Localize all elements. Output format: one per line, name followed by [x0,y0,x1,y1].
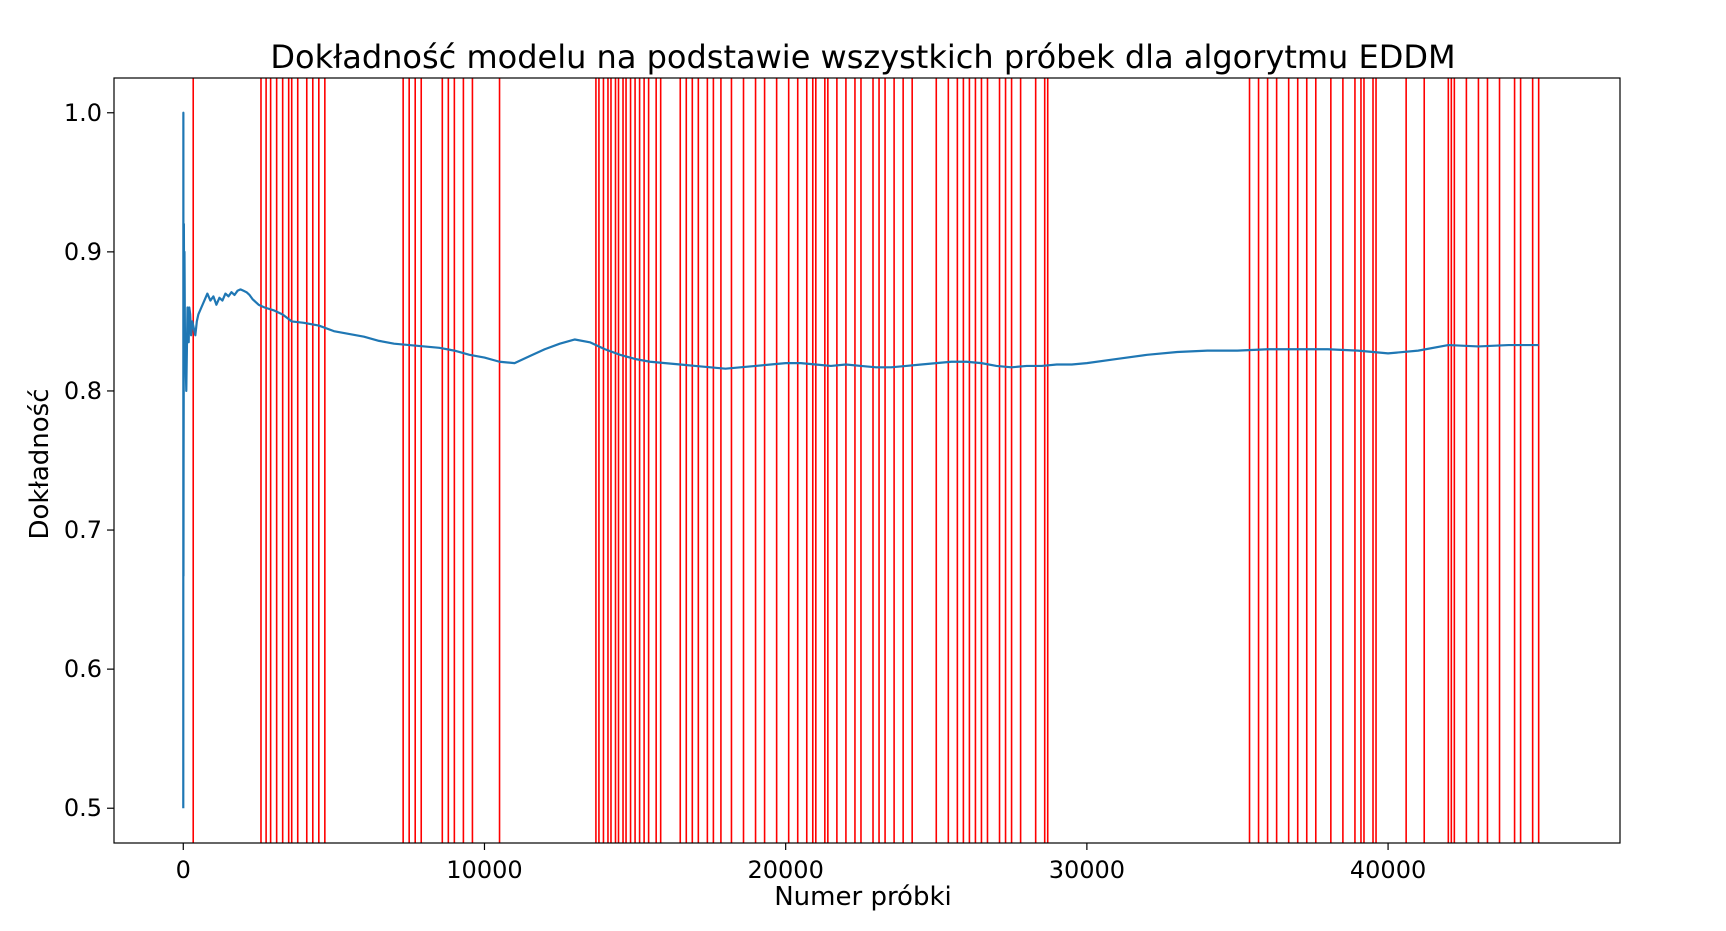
x-axis: 0 10000 20000 30000 40000 [176,843,1426,884]
y-tick-label: 0.9 [64,238,102,266]
x-tick-label: 40000 [1350,856,1426,884]
x-axis-label: Numer próbki [774,882,952,912]
y-tick-label: 0.8 [64,377,102,405]
y-tick-label: 0.5 [64,794,102,822]
accuracy-series-line [182,111,1539,809]
y-axis: 0.5 0.6 0.7 0.8 0.9 1.0 [64,99,114,822]
y-tick-label: 0.6 [64,655,102,683]
plot-frame [113,77,1621,844]
x-tick-label: 0 [176,856,191,884]
chart-title: Dokładność modelu na podstawie wszystkic… [270,38,1455,76]
plot-area [113,77,1621,844]
y-tick-label: 1.0 [64,99,102,127]
x-tick-label: 20000 [747,856,823,884]
x-tick-label: 30000 [1049,856,1125,884]
y-axis-label: Dokładność [25,388,55,539]
y-tick-label: 0.7 [64,516,102,544]
x-tick-label: 10000 [446,856,522,884]
